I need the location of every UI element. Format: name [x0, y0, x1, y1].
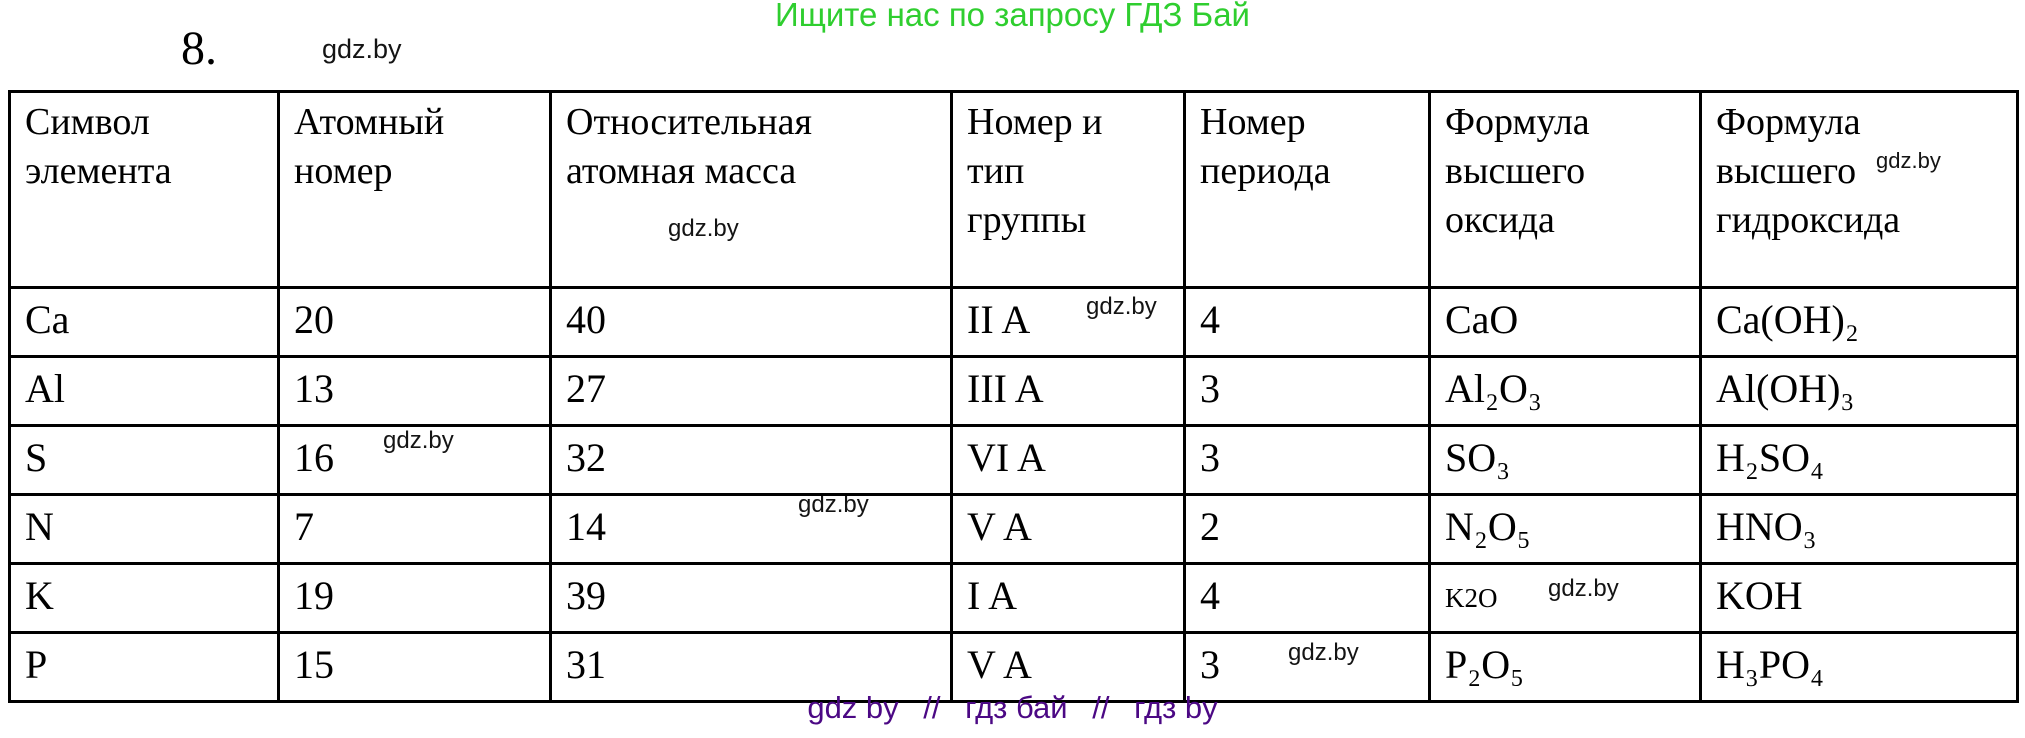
exercise-number: 8. — [181, 22, 217, 75]
cell-atomic-mass: 14 — [549, 493, 953, 565]
cell-atomic-number: 15 — [277, 631, 552, 703]
column-header-symbol: Символ элемента — [8, 90, 280, 289]
column-header-period: Номер периода — [1183, 90, 1431, 289]
cell-atomic-mass: 39 — [549, 562, 953, 634]
footer-link-gdz-by[interactable]: gdz by — [807, 690, 899, 725]
cell-symbol: N — [8, 493, 280, 565]
cell-atomic-mass: 31 — [549, 631, 953, 703]
cell-period: 4 — [1183, 286, 1431, 358]
table-row: Al 13 27 III A 3 Al₂O₃ Al(OH)₃ — [8, 355, 2019, 427]
cell-atomic-number: 16 — [277, 424, 552, 496]
cell-period: 3 — [1183, 631, 1431, 703]
cell-group: III A — [950, 355, 1186, 427]
table-row: N 7 14 V A 2 N₂O₅ HNO₃ — [8, 493, 2019, 565]
cell-symbol: P — [8, 631, 280, 703]
table-header-row: Символ элемента Атомный номер Относитель… — [8, 90, 2019, 289]
table-row: S 16 32 VI A 3 SO₃ H₂SO₄ — [8, 424, 2019, 496]
cell-period: 4 — [1183, 562, 1431, 634]
table-row: P 15 31 V A 3 P₂O₅ H₃PO₄ — [8, 631, 2019, 703]
footer-links: gdz by // гдз бай // гдз by — [0, 688, 2025, 728]
cell-hydroxide: Ca(OH)₂ — [1699, 286, 2019, 358]
cell-atomic-number: 20 — [277, 286, 552, 358]
cell-hydroxide: H₃PO₄ — [1699, 631, 2019, 703]
cell-group: II A — [950, 286, 1186, 358]
cell-symbol: K — [8, 562, 280, 634]
cell-group: I A — [950, 562, 1186, 634]
cell-oxide: P₂O₅ — [1428, 631, 1702, 703]
cell-group: VI A — [950, 424, 1186, 496]
cell-oxide-small-text: K2O — [1445, 583, 1498, 613]
cell-symbol: Al — [8, 355, 280, 427]
cell-atomic-number: 19 — [277, 562, 552, 634]
cell-atomic-mass: 27 — [549, 355, 953, 427]
footer-link-gdz-bay[interactable]: гдз бай — [965, 690, 1068, 725]
table-row: Ca 20 40 II A 4 CaO Ca(OH)₂ — [8, 286, 2019, 358]
cell-hydroxide: KOH — [1699, 562, 2019, 634]
footer-separator: // — [1092, 690, 1110, 725]
cell-hydroxide: HNO₃ — [1699, 493, 2019, 565]
cell-hydroxide: H₂SO₄ — [1699, 424, 2019, 496]
cell-symbol: S — [8, 424, 280, 496]
cell-atomic-number: 13 — [277, 355, 552, 427]
table-row: K 19 39 I A 4 K2O KOH — [8, 562, 2019, 634]
cell-oxide: K2O — [1428, 562, 1702, 634]
footer-separator: // — [923, 690, 941, 725]
cell-oxide: CaO — [1428, 286, 1702, 358]
cell-oxide: Al₂O₃ — [1428, 355, 1702, 427]
answers-table: Символ элемента Атомный номер Относитель… — [8, 90, 2019, 703]
gdz-watermark: gdz.by — [322, 34, 402, 64]
promo-banner: Ищите нас по запросу ГДЗ Бай — [775, 0, 1250, 33]
cell-period: 2 — [1183, 493, 1431, 565]
cell-hydroxide: Al(OH)₃ — [1699, 355, 2019, 427]
column-header-atomic-number: Атомный номер — [277, 90, 552, 289]
cell-atomic-number: 7 — [277, 493, 552, 565]
column-header-oxide: Формула высшего оксида — [1428, 90, 1702, 289]
cell-atomic-mass: 32 — [549, 424, 953, 496]
footer-link-gdz-by-2[interactable]: гдз by — [1134, 690, 1218, 725]
cell-period: 3 — [1183, 355, 1431, 427]
column-header-hydroxide: Формула высшего гидроксида — [1699, 90, 2019, 289]
column-header-atomic-mass: Относительная атомная масса — [549, 90, 953, 289]
cell-atomic-mass: 40 — [549, 286, 953, 358]
cell-symbol: Ca — [8, 286, 280, 358]
column-header-group: Номер и тип группы — [950, 90, 1186, 289]
cell-oxide: N₂O₅ — [1428, 493, 1702, 565]
cell-period: 3 — [1183, 424, 1431, 496]
cell-group: V A — [950, 631, 1186, 703]
cell-oxide: SO₃ — [1428, 424, 1702, 496]
cell-group: V A — [950, 493, 1186, 565]
